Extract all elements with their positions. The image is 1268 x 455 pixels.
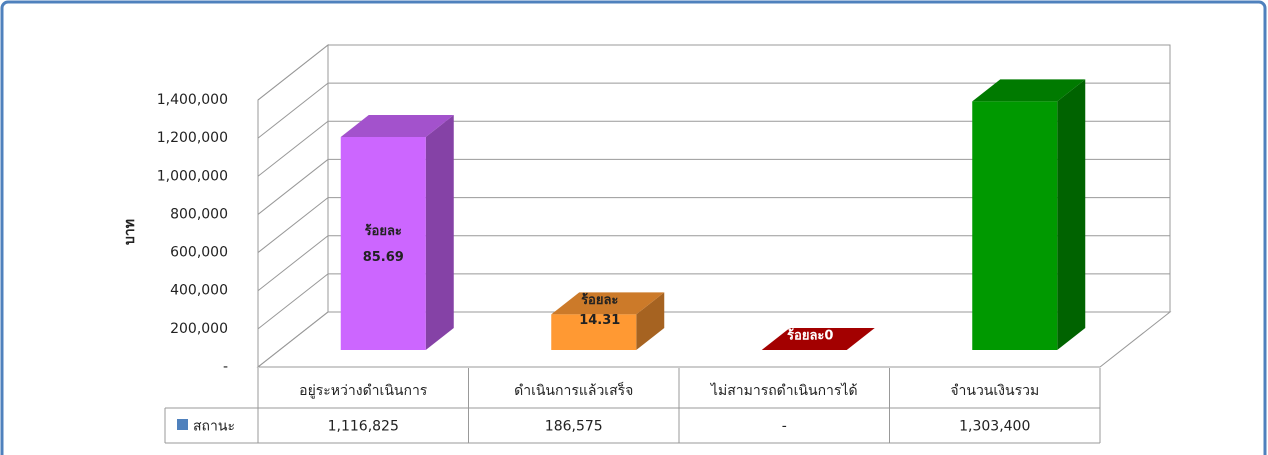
- bar: [551, 314, 637, 350]
- grid-line: [257, 311, 1170, 368]
- y-tick-label: 1,200,000: [157, 130, 228, 146]
- bar-top: [761, 328, 875, 350]
- data-label: ร้อยละ: [581, 292, 618, 308]
- data-label: 14.31: [579, 313, 620, 328]
- bar: [972, 101, 1058, 350]
- grid-line: [257, 273, 1170, 330]
- grid-line: [257, 44, 1170, 101]
- x-tick-label: ไม่สามารถดำเนินการได้: [710, 382, 858, 399]
- legend-key: [177, 419, 188, 430]
- grid-line: [257, 120, 1170, 177]
- table-value: 186,575: [545, 419, 603, 435]
- legend-label: สถานะ: [193, 419, 235, 435]
- y-tick-label: 800,000: [170, 206, 228, 222]
- grid-line: [257, 235, 1170, 292]
- y-tick-label: 1,000,000: [157, 168, 228, 184]
- bar-side: [1057, 79, 1086, 350]
- data-label: ร้อยละ0: [787, 328, 833, 344]
- bar-side: [636, 292, 665, 350]
- x-tick-label: อยู่ระหว่างดำเนินการ: [299, 383, 428, 399]
- y-tick-label: 600,000: [170, 245, 228, 261]
- table-value: 1,303,400: [959, 419, 1030, 435]
- bar: [340, 137, 426, 350]
- bar-top: [340, 115, 454, 138]
- x-tick-label: ดำเนินการแล้วเสร็จ: [514, 381, 633, 399]
- table-value: 1,116,825: [328, 419, 399, 435]
- grid-line: [257, 197, 1170, 253]
- table-value: -: [782, 419, 787, 435]
- bar-side: [425, 115, 454, 350]
- data-label: ร้อยละ: [365, 223, 402, 239]
- x-tick-label: จำนวนเงินรวม: [950, 383, 1039, 399]
- y-tick-label: 400,000: [170, 283, 228, 299]
- data-label: 85.69: [363, 250, 404, 265]
- grid-line: [257, 158, 1170, 215]
- bar-top: [551, 292, 665, 315]
- y-tick-label: 1,400,000: [157, 92, 228, 108]
- grid-line: [257, 82, 1170, 139]
- y-tick-label: 200,000: [170, 321, 228, 337]
- y-axis-label: บาท: [122, 219, 138, 245]
- bar-top: [972, 79, 1086, 102]
- y-tick-label: -: [223, 359, 228, 375]
